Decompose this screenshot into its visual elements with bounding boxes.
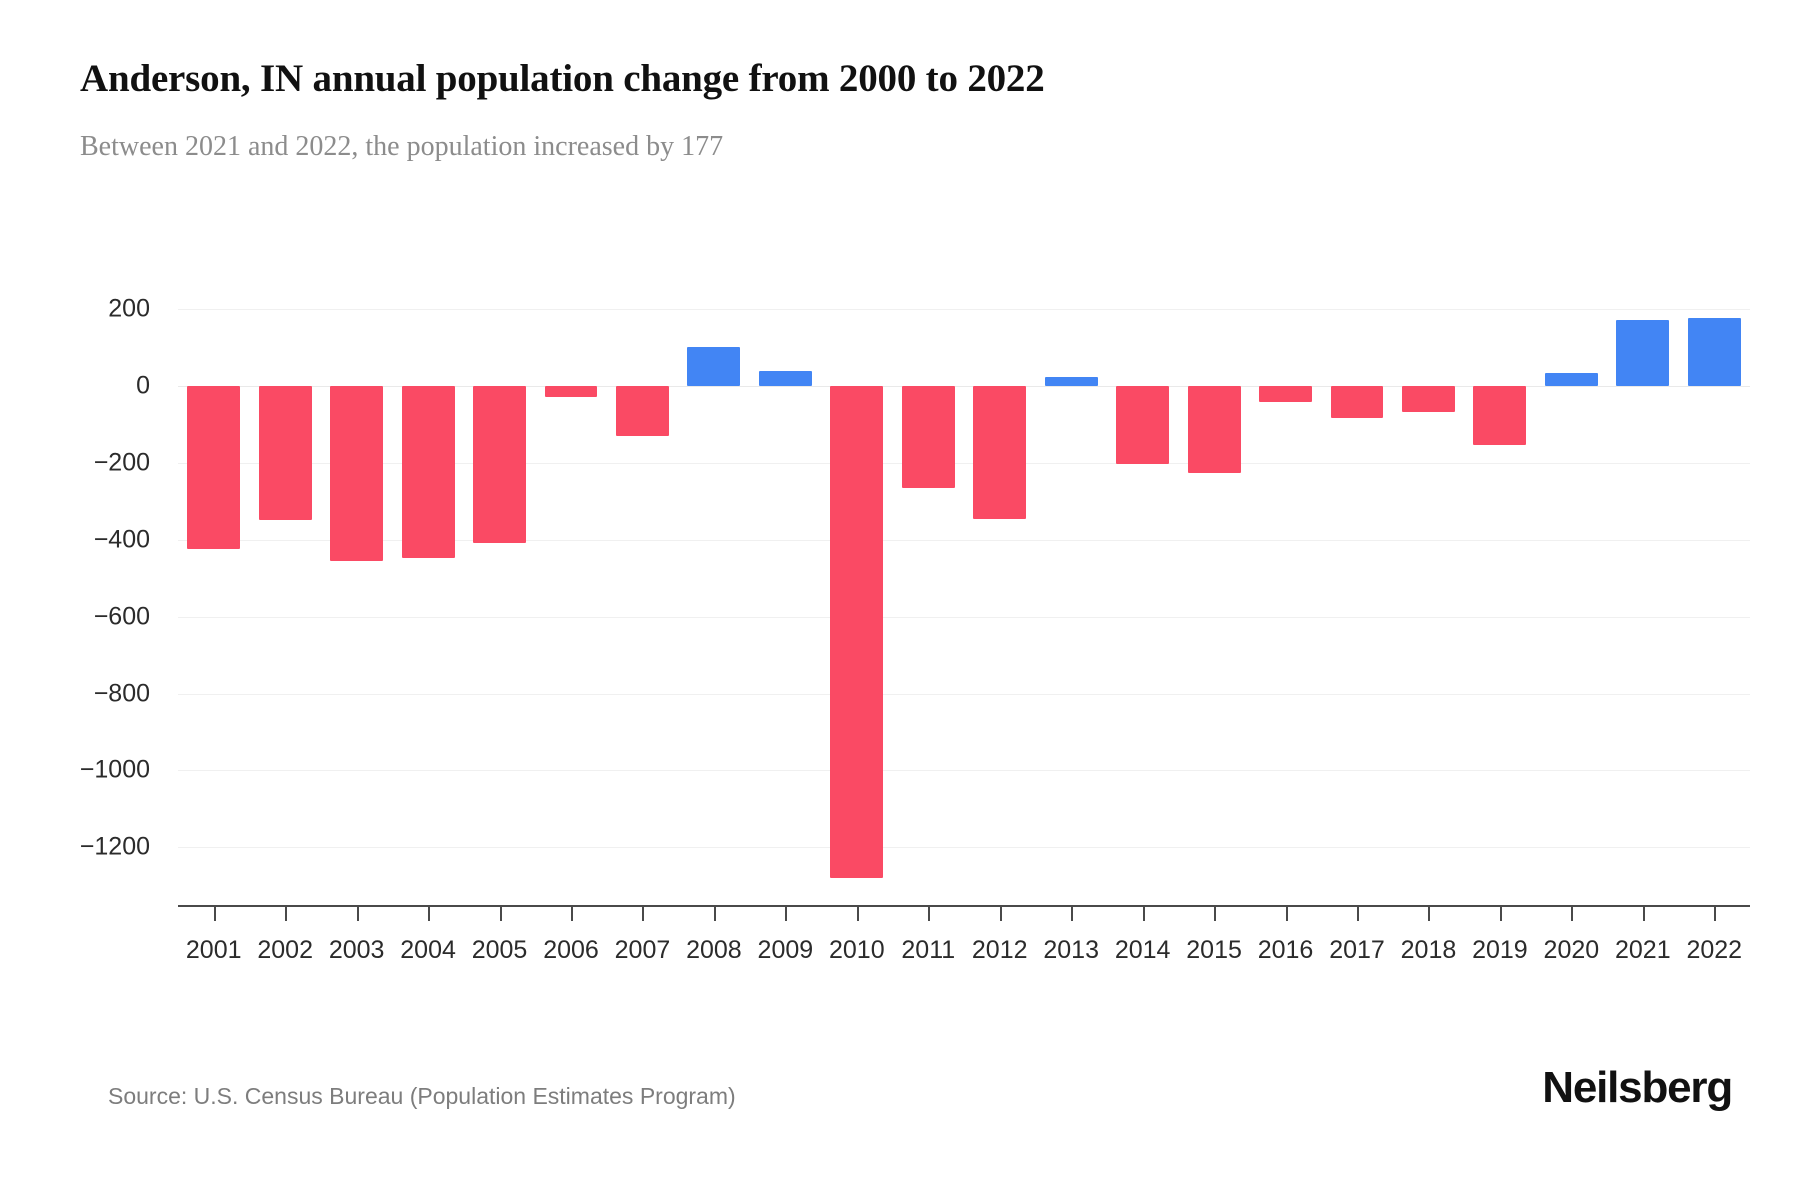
- bar-2016[interactable]: [1259, 386, 1312, 402]
- x-axis-tick-label: 2007: [614, 936, 671, 964]
- bar-2003[interactable]: [330, 386, 384, 561]
- gridline: [178, 847, 1750, 849]
- x-axis-tick: [1142, 905, 1145, 921]
- x-axis-tick-label: 2006: [543, 936, 599, 964]
- bar-2011[interactable]: [901, 386, 955, 488]
- x-axis-tick: [1357, 905, 1359, 921]
- bar-2001[interactable]: [187, 386, 241, 550]
- page-title: Anderson, IN annual population change fr…: [80, 57, 1045, 100]
- x-axis-tick-label: 2012: [971, 936, 1028, 964]
- x-axis-tick-label: 2003: [328, 936, 385, 964]
- y-axis-tick-label: −200: [93, 448, 150, 477]
- bar-2009[interactable]: [758, 370, 812, 387]
- gridline: [178, 309, 1750, 311]
- bar-2010[interactable]: [830, 386, 884, 879]
- bar-2020[interactable]: [1544, 372, 1598, 387]
- y-axis-tick-label: −400: [93, 525, 150, 554]
- x-axis-tick: [1642, 905, 1645, 921]
- bar-2017[interactable]: [1330, 386, 1384, 418]
- x-axis-tick-label: 2008: [686, 936, 742, 964]
- x-axis-tick-label: 2004: [400, 936, 456, 964]
- x-axis-tick: [1071, 905, 1074, 921]
- x-axis-tick: [428, 905, 431, 921]
- x-axis-tick-label: 2019: [1472, 936, 1528, 964]
- x-axis-line: [178, 905, 1750, 907]
- bar-2019[interactable]: [1473, 386, 1527, 445]
- y-axis-tick-label: −1200: [79, 832, 150, 861]
- gridline: [178, 386, 1750, 388]
- x-axis-tick: [999, 905, 1002, 921]
- x-axis-tick-label: 2011: [901, 936, 956, 964]
- y-axis-tick-label: −600: [93, 602, 150, 631]
- x-axis-tick: [1499, 905, 1502, 921]
- x-axis-tick-label: 2001: [185, 936, 242, 964]
- bar-2002[interactable]: [258, 386, 312, 520]
- y-axis-tick-label: 200: [108, 294, 150, 323]
- x-axis-tick-label: 2015: [1186, 936, 1242, 964]
- x-axis-tick: [642, 905, 645, 921]
- gridline: [178, 770, 1750, 772]
- x-axis-tick-label: 2022: [1686, 936, 1743, 964]
- x-axis-tick: [213, 905, 216, 921]
- y-axis-tick-label: −800: [93, 679, 150, 708]
- x-axis-tick-label: 2002: [257, 936, 313, 964]
- x-axis-tick-label: 2020: [1543, 936, 1600, 964]
- x-axis-tick: [928, 905, 931, 921]
- x-axis-tick: [356, 905, 359, 921]
- x-axis-tick-label: 2017: [1329, 936, 1385, 964]
- gridline: [178, 693, 1750, 695]
- x-axis-tick-label: 2018: [1400, 936, 1457, 964]
- y-axis-tick-label: −1000: [79, 755, 150, 784]
- bar-2007[interactable]: [616, 386, 669, 437]
- brand-logo: Neilsberg: [1542, 1063, 1733, 1112]
- bar-2014[interactable]: [1116, 386, 1170, 465]
- x-axis-tick: [285, 905, 288, 921]
- bar-2004[interactable]: [401, 386, 455, 558]
- x-axis-tick-label: 2014: [1114, 936, 1171, 964]
- x-axis-tick: [713, 905, 716, 921]
- source-note: Source: U.S. Census Bureau (Population E…: [108, 1083, 736, 1109]
- page-subtitle: Between 2021 and 2022, the population in…: [80, 131, 724, 162]
- x-axis-tick-label: 2013: [1043, 936, 1099, 964]
- bar-2008[interactable]: [687, 347, 741, 387]
- x-axis-tick: [1285, 905, 1288, 921]
- x-axis-tick-label: 2009: [757, 936, 814, 964]
- x-axis-tick: [1214, 905, 1217, 921]
- bar-series: [178, 290, 1750, 905]
- x-axis-tick: [856, 905, 859, 921]
- plot-area: [178, 290, 1750, 905]
- gridline: [178, 539, 1750, 541]
- bar-2021[interactable]: [1616, 319, 1670, 387]
- x-axis-tick: [1571, 905, 1574, 921]
- bar-2012[interactable]: [973, 386, 1027, 519]
- bar-2013[interactable]: [1044, 377, 1098, 387]
- bar-2018[interactable]: [1402, 386, 1455, 413]
- x-axis-tick: [499, 905, 502, 921]
- bar-2022[interactable]: [1687, 318, 1741, 387]
- x-axis-tick-label: 2005: [471, 936, 528, 964]
- bar-2015[interactable]: [1187, 386, 1241, 474]
- x-axis-tick-label: 2021: [1615, 936, 1671, 964]
- x-axis-tick: [571, 905, 573, 921]
- bar-2005[interactable]: [473, 386, 526, 544]
- y-axis-tick-label: 0: [136, 371, 150, 400]
- x-axis-tick: [1714, 905, 1717, 921]
- gridline: [178, 616, 1750, 618]
- x-axis-tick-label: 2016: [1257, 936, 1314, 964]
- gridline: [178, 462, 1750, 464]
- x-axis-tick: [785, 905, 788, 921]
- x-axis-tick-label: 2010: [829, 936, 885, 964]
- x-axis-tick: [1428, 905, 1431, 921]
- bar-2006[interactable]: [544, 386, 598, 397]
